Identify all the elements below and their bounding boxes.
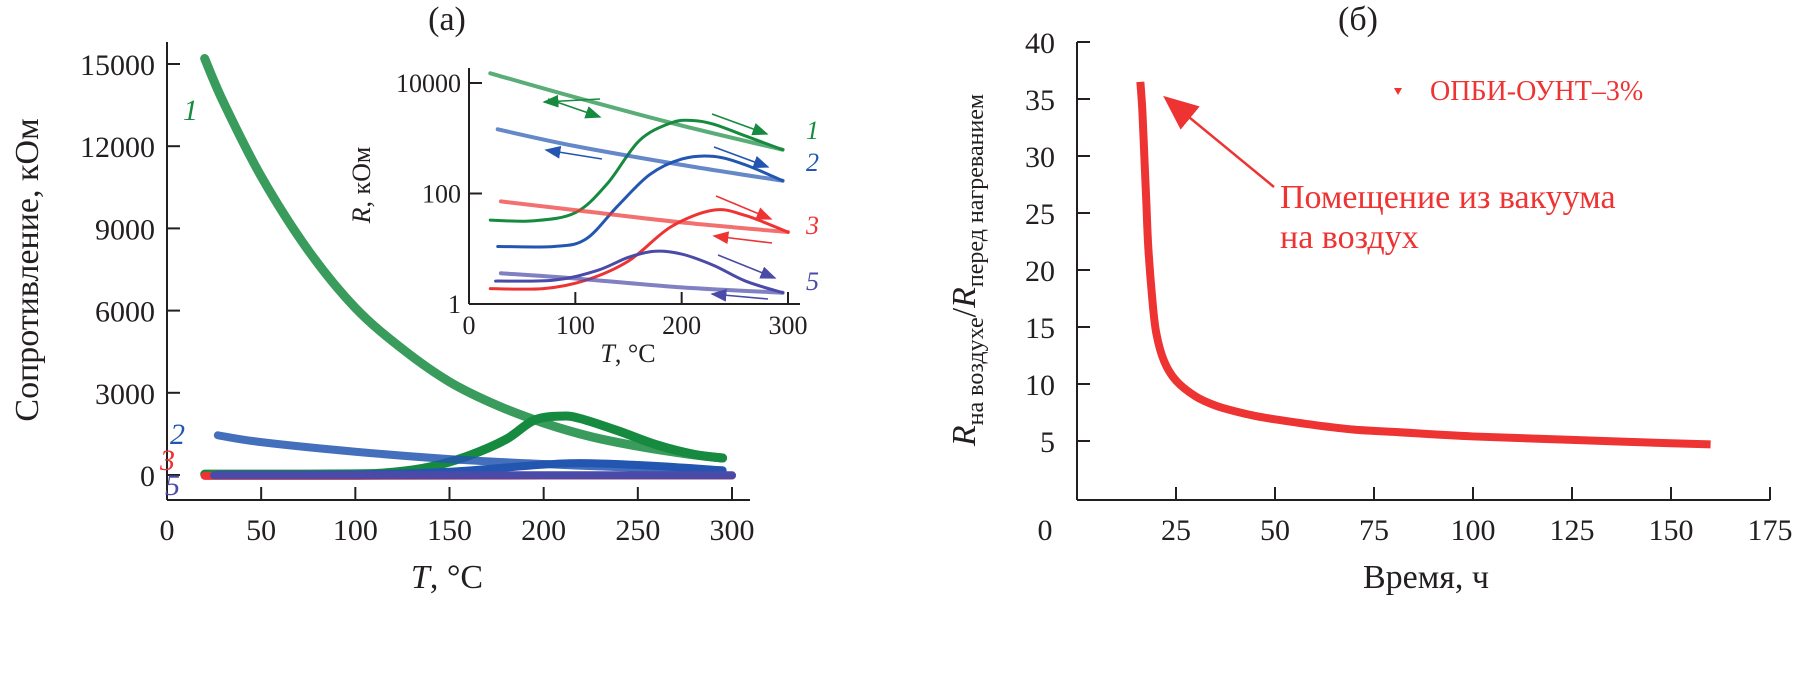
- panel-a-title: (а): [428, 1, 466, 38]
- panel-a-x-label: T, °C: [411, 559, 483, 596]
- inset-y-tick-label: 1: [448, 290, 461, 319]
- panel-b-y-label-sub2: перед нагреванием: [963, 94, 989, 287]
- panel-b-series-layer: [1136, 81, 1711, 449]
- inset-arrow-3-cooling: [712, 231, 773, 245]
- panel-a-curve-label-3: 3: [159, 444, 175, 477]
- panel-a-x-label-var: T: [411, 559, 432, 596]
- inset-series-1-heating: [488, 118, 785, 223]
- panel-a-y-tick-label: 15000: [80, 49, 155, 82]
- inset-series-3-cooling: [498, 199, 790, 235]
- panel-b-x-tick-label: 150: [1649, 514, 1694, 547]
- inset-arrow-5-heating: [717, 254, 777, 279]
- inset-curve-label-1: 1: [806, 116, 819, 145]
- panel-a-x-tick-label: 250: [615, 514, 660, 547]
- panel-a-y-tick-label: 6000: [95, 296, 155, 329]
- panel-a-x-tick-label: 300: [710, 514, 755, 547]
- inset-arrow-3-heating: [715, 195, 773, 220]
- inset-chart: 0 100 200 300 1 100 10000 R, кОм T, °C 1 2 3 5: [347, 68, 819, 368]
- panel-a: (а) 0 50 100 150 200 250 300030006000900012000…: [9, 1, 819, 596]
- inset-arrow-5-cooling: [710, 288, 769, 302]
- inset-ticks: 0 100 200 300 1 100 10000: [396, 69, 808, 340]
- inset-x-tick-label: 100: [556, 311, 595, 340]
- panel-b-title: (б): [1338, 1, 1378, 38]
- panel-a-y-label: Сопротивление, кОм: [9, 118, 46, 421]
- panel-b-x-tick-label: 25: [1161, 514, 1191, 547]
- inset-series-1-cooling: [488, 71, 785, 152]
- panel-b-x-tick-label: 125: [1550, 514, 1595, 547]
- inset-series-3-heating: [488, 208, 790, 291]
- panel-b-y-label-r1: R: [946, 425, 983, 447]
- panel-b-x-tick-label: 50: [1260, 514, 1290, 547]
- panel-b-y-tick-label: 10: [1025, 369, 1055, 402]
- inset-arrow-1-heating: [711, 113, 769, 136]
- panel-a-y-tick-label: 12000: [80, 131, 155, 164]
- panel-a-curve-label-1: 1: [183, 94, 198, 127]
- inset-arrow-1-forward: [547, 98, 602, 119]
- panel-b-x-tick-label: 175: [1748, 514, 1793, 547]
- panel-a-y-tick-label: 0: [140, 460, 155, 493]
- panel-a-x-tick-label: 50: [246, 514, 276, 547]
- inset-y-label: R, кОм: [347, 147, 376, 225]
- panel-a-x-tick-label: 100: [333, 514, 378, 547]
- panel-b-y-label: Rна воздухе/Rперед нагреванием: [946, 94, 989, 447]
- panel-b-y-tick-label: 35: [1025, 84, 1055, 117]
- inset-x-tick-label: 0: [463, 311, 476, 340]
- panel-a-x-label-unit: , °C: [430, 559, 483, 596]
- inset-arrow-2-cooling: [544, 145, 603, 160]
- panel-a-y-tick-label: 9000: [95, 213, 155, 246]
- panel-a-curve-label-2: 2: [170, 418, 185, 451]
- panel-b-series-opbi-ount-3: [1136, 81, 1711, 449]
- inset-series-5-cooling: [498, 271, 785, 295]
- inset-arrow-2-heating: [713, 146, 770, 169]
- annotation-line-2: на воздух: [1280, 219, 1419, 256]
- inset-x-label-var: T: [600, 339, 616, 368]
- inset-y-tick-label: 100: [422, 180, 461, 209]
- panel-b-x-label: Время, ч: [1363, 559, 1489, 596]
- panel-a-x-tick-label: 0: [160, 514, 175, 547]
- annotation-arrow: [1163, 95, 1275, 188]
- legend-label: ОПБИ-ОУНТ–3%: [1430, 76, 1643, 107]
- panel-b-x-tick-label: 100: [1451, 514, 1496, 547]
- panel-b-y-tick-label: 30: [1025, 141, 1055, 174]
- inset-series-layer: [488, 71, 790, 295]
- inset-x-label: T, °C: [600, 339, 655, 368]
- inset-x-tick-label: 200: [662, 311, 701, 340]
- annotation-line-1: Помещение из вакуума: [1280, 179, 1616, 216]
- panel-a-x-tick-label: 200: [521, 514, 566, 547]
- inset-y-label-unit: , кОм: [347, 147, 376, 208]
- inset-y-tick-label: 10000: [396, 69, 461, 98]
- panel-b-y-tick-label: 5: [1040, 426, 1055, 459]
- inset-series-2-cooling: [495, 127, 785, 183]
- inset-curve-label-2: 2: [806, 148, 819, 177]
- panel-b-y-tick-label: 40: [1025, 27, 1055, 60]
- panel-a-ticks: 0 50 100 150 200 250 3000300060009000120001500…: [80, 49, 755, 547]
- panel-b-x-tick-label: 0: [1038, 514, 1053, 547]
- panel-a-y-tick-label: 3000: [95, 378, 155, 411]
- panel-b-ticks: 0 25 50 75 100 125 150 175 5 10 15 20 25 30 35 40: [1025, 27, 1793, 547]
- panel-b-y-tick-label: 20: [1025, 255, 1055, 288]
- panel-b-y-tick-label: 25: [1025, 198, 1055, 231]
- inset-x-tick-label: 300: [769, 311, 808, 340]
- panel-b-y-label-sep: /: [946, 307, 983, 317]
- panel-b: (б) 0 25 50 75 100 125 150 175 5 10 15 20 25 30 35 40 В…: [946, 1, 1793, 596]
- inset-series-5-heating: [494, 249, 785, 295]
- panel-b-y-label-sub1: на воздухе: [963, 317, 989, 425]
- inset-curve-label-3: 3: [805, 211, 819, 240]
- inset-curve-label-5: 5: [806, 267, 819, 296]
- panel-b-y-tick-label: 15: [1025, 312, 1055, 345]
- inset-x-label-unit: , °C: [615, 339, 656, 368]
- inset-series-2-heating: [496, 154, 785, 249]
- panel-a-x-tick-label: 150: [427, 514, 472, 547]
- legend-marker-triangle: [1394, 88, 1402, 95]
- panel-a-series-layer: [200, 54, 736, 480]
- panel-b-y-label-r2: R: [946, 287, 983, 309]
- panel-b-x-tick-label: 75: [1359, 514, 1389, 547]
- panel-a-curve-label-5: 5: [165, 469, 180, 502]
- panel-b-legend: ОПБИ-ОУНТ–3%: [1394, 76, 1643, 107]
- inset-y-label-var: R: [347, 207, 376, 224]
- panel-a-series-1-cooling: [200, 54, 728, 463]
